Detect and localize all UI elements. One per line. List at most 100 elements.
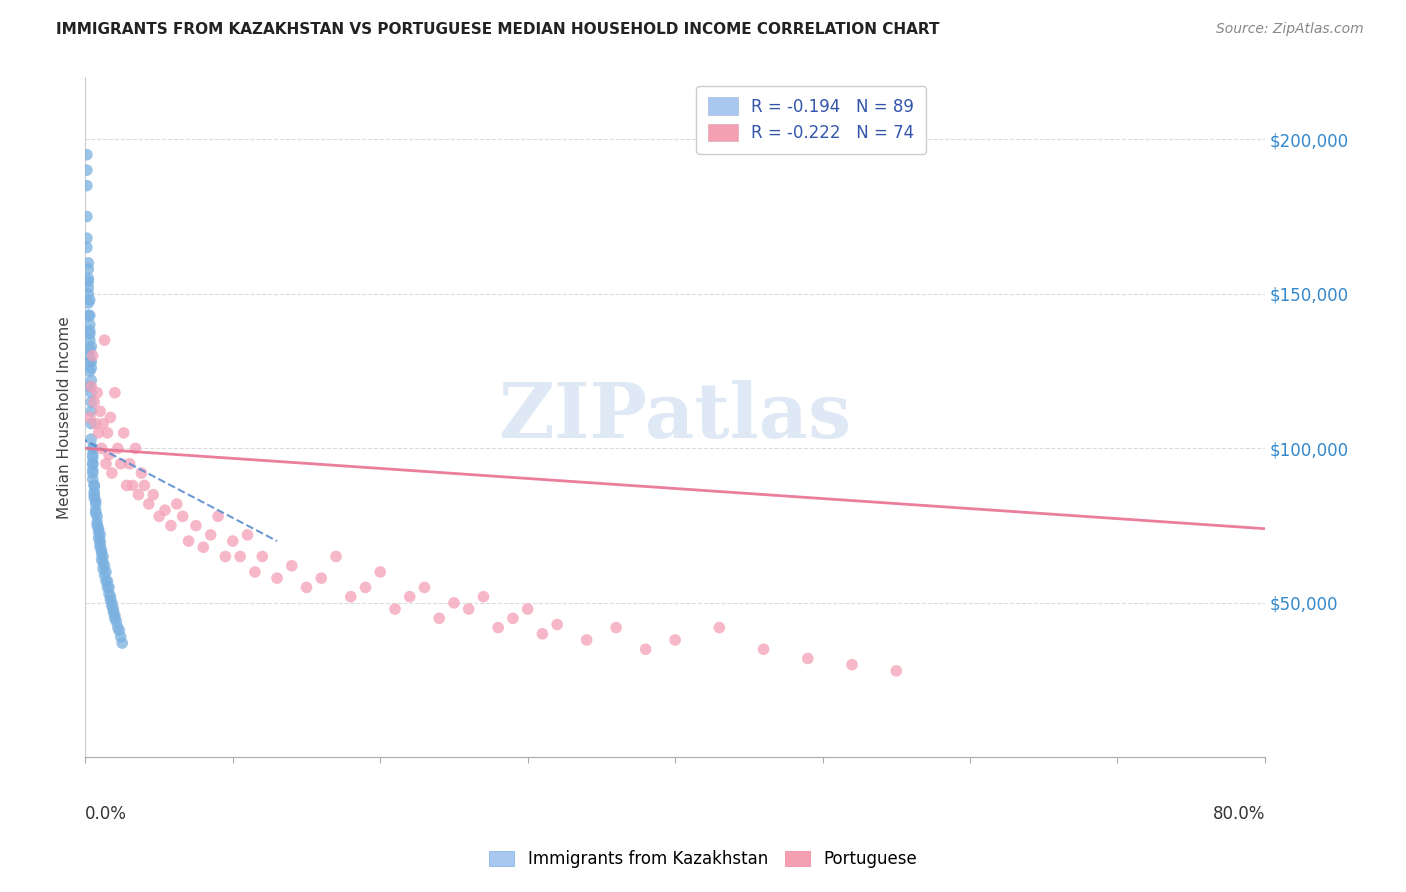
Point [443, 596, 465, 610]
Point [86, 509, 108, 524]
Point [82, 450, 104, 465]
Point [76, 210, 98, 224]
Legend: R = -0.194   N = 89, R = -0.222   N = 74: R = -0.194 N = 89, R = -0.222 N = 74 [696, 86, 927, 153]
Point [103, 605, 125, 619]
Point [222, 534, 245, 549]
Point [797, 651, 820, 665]
Point [83, 484, 105, 499]
Point [79, 349, 101, 363]
Point [110, 457, 132, 471]
Point [80, 355, 103, 369]
Point [76, 163, 98, 178]
Point [83, 478, 105, 492]
Point [87, 522, 110, 536]
Point [354, 581, 377, 595]
Point [79, 318, 101, 332]
Point [100, 590, 122, 604]
Point [546, 617, 568, 632]
Point [76, 240, 98, 254]
Point [100, 592, 122, 607]
Point [83, 488, 105, 502]
Point [295, 581, 318, 595]
Point [84, 494, 107, 508]
Point [97, 581, 120, 595]
Point [87, 425, 110, 440]
Point [76, 231, 98, 245]
Point [634, 642, 657, 657]
Point [77, 275, 100, 289]
Point [94, 565, 117, 579]
Point [82, 457, 104, 471]
Text: 80.0%: 80.0% [1212, 805, 1265, 823]
Point [87, 524, 110, 539]
Point [101, 596, 124, 610]
Point [207, 509, 229, 524]
Point [79, 309, 101, 323]
Point [112, 425, 135, 440]
Point [79, 364, 101, 378]
Point [214, 549, 236, 564]
Point [368, 565, 391, 579]
Point [229, 549, 252, 564]
Point [86, 385, 108, 400]
Text: 0.0%: 0.0% [86, 805, 128, 823]
Point [252, 549, 274, 564]
Point [91, 556, 114, 570]
Point [107, 442, 129, 456]
Point [148, 509, 170, 524]
Point [134, 478, 156, 492]
Point [105, 615, 128, 629]
Point [76, 178, 98, 193]
Point [94, 574, 117, 589]
Point [97, 448, 120, 462]
Point [266, 571, 288, 585]
Point [110, 630, 132, 644]
Point [82, 457, 104, 471]
Point [97, 586, 120, 600]
Text: IMMIGRANTS FROM KAZAKHSTAN VS PORTUGUESE MEDIAN HOUSEHOLD INCOME CORRELATION CHA: IMMIGRANTS FROM KAZAKHSTAN VS PORTUGUESE… [56, 22, 939, 37]
Point [96, 425, 118, 440]
Point [153, 503, 176, 517]
Point [398, 590, 420, 604]
Point [79, 324, 101, 338]
Point [77, 262, 100, 277]
Point [236, 528, 259, 542]
Point [96, 581, 118, 595]
Point [172, 509, 194, 524]
Point [80, 395, 103, 409]
Point [138, 497, 160, 511]
Point [89, 528, 111, 542]
Point [82, 463, 104, 477]
Point [131, 466, 153, 480]
Point [82, 472, 104, 486]
Point [93, 568, 115, 582]
Point [457, 602, 479, 616]
Point [516, 602, 538, 616]
Point [79, 410, 101, 425]
Point [752, 642, 775, 657]
Point [193, 540, 215, 554]
Point [80, 373, 103, 387]
Point [80, 404, 103, 418]
Point [77, 256, 100, 270]
Point [884, 664, 907, 678]
Point [77, 309, 100, 323]
Point [82, 442, 104, 456]
Point [89, 540, 111, 554]
Point [82, 466, 104, 480]
Point [93, 333, 115, 347]
Point [160, 518, 183, 533]
Point [84, 497, 107, 511]
Point [166, 497, 188, 511]
Point [76, 147, 98, 161]
Point [77, 286, 100, 301]
Point [281, 558, 304, 573]
Text: ZIPatlas: ZIPatlas [499, 380, 852, 454]
Point [94, 457, 117, 471]
Point [184, 518, 207, 533]
Point [142, 488, 165, 502]
Point [90, 546, 112, 560]
Point [82, 442, 104, 456]
Point [89, 404, 111, 418]
Point [605, 621, 627, 635]
